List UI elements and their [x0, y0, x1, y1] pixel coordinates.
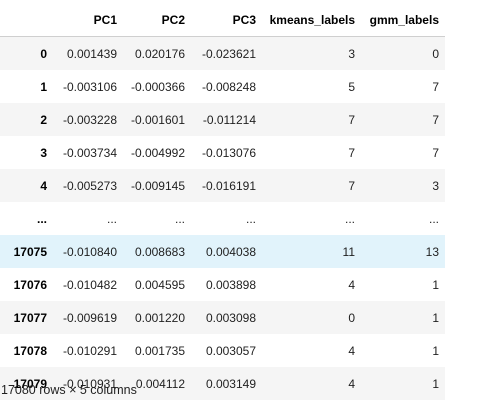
kmeans-label-cell: 0: [348, 310, 355, 325]
dataframe-shape-text: 17080 rows × 5 columns: [1, 383, 137, 397]
table-row: 4 -0.005273 -0.009145 -0.016191 7 3: [0, 169, 445, 202]
pc3-cell: ...: [245, 211, 256, 226]
gmm-labels-header: gmm_labels: [361, 4, 445, 37]
pc2-header: PC2: [123, 4, 191, 37]
pc1-cell: 0.001439: [66, 46, 117, 61]
pc1-cell: -0.010482: [62, 277, 117, 292]
pc3-cell: -0.008248: [201, 79, 256, 94]
gmm-label-cell: 1: [432, 376, 439, 391]
kmeans-label-cell: 4: [348, 277, 355, 292]
kmeans-label-cell: 11: [342, 244, 355, 259]
pc3-header: PC3: [191, 4, 262, 37]
pc3-cell: -0.023621: [201, 46, 256, 61]
gmm-label-cell: 13: [425, 244, 439, 259]
table-row: 17078 -0.010291 0.001735 0.003057 4 1: [0, 334, 445, 367]
row-index: 17079: [13, 376, 47, 391]
gmm-label-cell: 7: [432, 112, 439, 127]
pc1-cell: ...: [106, 211, 117, 226]
pc2-cell: 0.004595: [134, 277, 185, 292]
kmeans-label-cell: 3: [348, 46, 355, 61]
row-index: 1: [40, 79, 47, 94]
pc2-cell: -0.001601: [130, 112, 185, 127]
dataframe-output: PC1 PC2 PC3 kmeans_labels gmm_labels 0 0.0014…: [0, 4, 445, 400]
pc2-cell: -0.000366: [130, 79, 185, 94]
pc2-cell: 0.001735: [134, 343, 185, 358]
pc1-cell: -0.003734: [62, 145, 117, 160]
gmm-label-cell: ...: [428, 211, 439, 226]
pc1-cell: -0.003228: [62, 112, 117, 127]
pc2-cell: 0.001220: [134, 310, 185, 325]
kmeans-label-cell: 4: [348, 376, 355, 391]
header-row: PC1 PC2 PC3 kmeans_labels gmm_labels: [0, 4, 445, 37]
table-row: 1 -0.003106 -0.000366 -0.008248 5 7: [0, 70, 445, 103]
kmeans-label-cell: 7: [348, 112, 355, 127]
pc3-cell: 0.003149: [205, 376, 256, 391]
kmeans-label-cell: 4: [348, 343, 355, 358]
pc2-cell: -0.004992: [130, 145, 185, 160]
table-row: 17075 -0.010840 0.008683 0.004038 11 13: [0, 235, 445, 268]
pc3-cell: -0.013076: [201, 145, 256, 160]
row-index: ...: [36, 211, 47, 226]
ellipsis-row: ..................: [0, 202, 445, 235]
table-row: 3 -0.003734 -0.004992 -0.013076 7 7: [0, 136, 445, 169]
pc3-cell: 0.003098: [205, 310, 256, 325]
pc2-cell: 0.004112: [135, 376, 185, 391]
gmm-label-cell: 0: [432, 46, 439, 61]
pc1-cell: -0.009619: [62, 310, 117, 325]
table-row: 17077 -0.009619 0.001220 0.003098 0 1: [0, 301, 445, 334]
pc1-cell: -0.005273: [62, 178, 117, 193]
table-row: 17079 -0.010931 0.004112 0.003149 4 1: [0, 367, 445, 400]
row-index: 0: [40, 46, 47, 61]
row-index: 4: [40, 178, 47, 193]
pc3-cell: 0.003898: [205, 277, 256, 292]
pc2-cell: ...: [174, 211, 185, 226]
kmeans-label-cell: ...: [344, 211, 355, 226]
pc2-cell: 0.020176: [134, 46, 185, 61]
row-index: 2: [40, 112, 47, 127]
table-row: 2 -0.003228 -0.001601 -0.011214 7 7: [0, 103, 445, 136]
pc2-cell: -0.009145: [130, 178, 185, 193]
dataframe-table: PC1 PC2 PC3 kmeans_labels gmm_labels 0 0.0014…: [0, 4, 445, 400]
kmeans-label-cell: 7: [348, 145, 355, 160]
table-body: 0 0.001439 0.020176 -0.023621 3 0 1 -0.003106 -0…: [0, 36, 445, 400]
pc3-cell: 0.004038: [205, 244, 256, 259]
table-header: PC1 PC2 PC3 kmeans_labels gmm_labels: [0, 4, 445, 37]
row-index: 3: [40, 145, 47, 160]
pc3-cell: 0.003057: [205, 343, 256, 358]
pc1-cell: -0.003106: [62, 79, 117, 94]
kmeans-label-cell: 7: [348, 178, 355, 193]
gmm-label-cell: 7: [432, 79, 439, 94]
kmeans-label-cell: 5: [348, 79, 355, 94]
gmm-label-cell: 1: [432, 310, 439, 325]
kmeans-labels-header: kmeans_labels: [262, 4, 361, 37]
pc1-cell: -0.010840: [62, 244, 117, 259]
table-row: 0 0.001439 0.020176 -0.023621 3 0: [0, 36, 445, 70]
gmm-label-cell: 3: [432, 178, 439, 193]
gmm-label-cell: 7: [432, 145, 439, 160]
pc1-cell: -0.010931: [62, 376, 117, 391]
pc3-cell: -0.016191: [201, 178, 256, 193]
pc2-cell: 0.008683: [134, 244, 185, 259]
pc1-header: PC1: [53, 4, 123, 37]
row-index: 17075: [13, 244, 47, 259]
gmm-label-cell: 1: [432, 343, 439, 358]
pc3-cell: -0.011214: [202, 112, 256, 127]
pc1-cell: -0.010291: [62, 343, 117, 358]
row-index: 17078: [13, 343, 47, 358]
table-row: 17076 -0.010482 0.004595 0.003898 4 1: [0, 268, 445, 301]
row-index: 17076: [13, 277, 47, 292]
gmm-label-cell: 1: [432, 277, 439, 292]
index-header: [0, 4, 53, 37]
row-index: 17077: [13, 310, 47, 325]
